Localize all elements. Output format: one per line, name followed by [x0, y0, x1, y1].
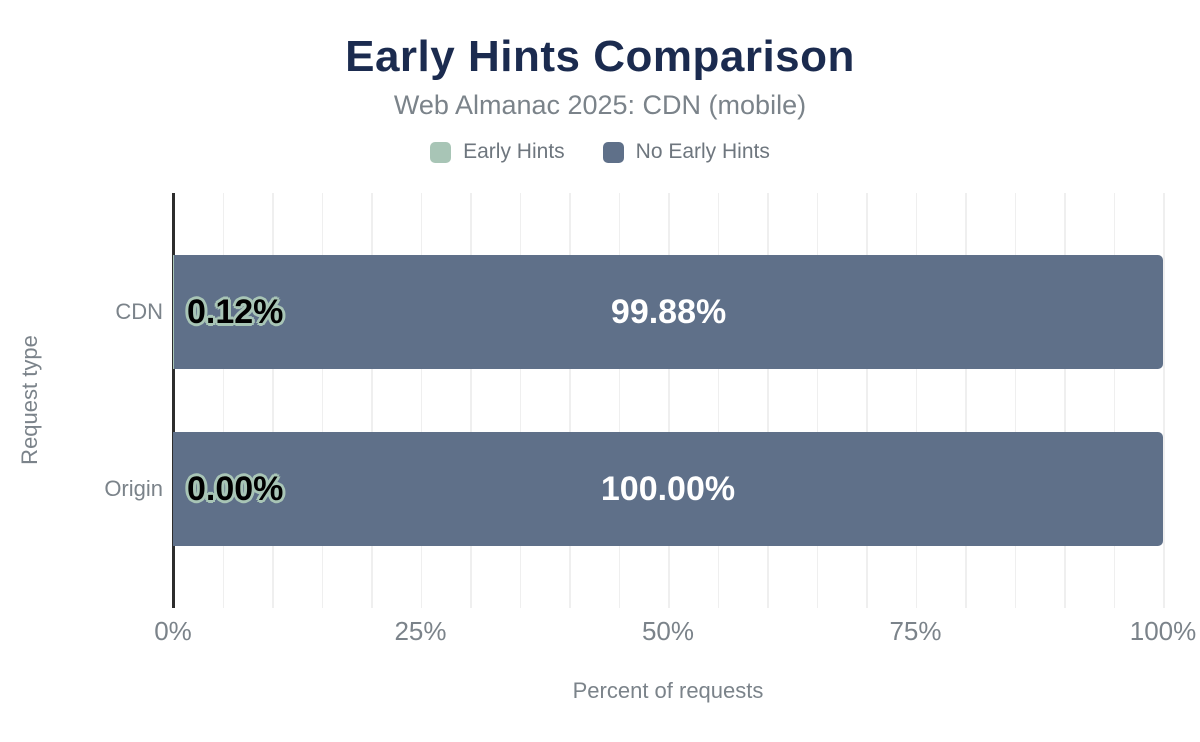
data-label-no-early-hints: 99.88%	[610, 292, 727, 331]
early-hints-legend-swatch-icon	[430, 141, 452, 163]
x-axis-title: Percent of requests	[572, 678, 764, 703]
legend: Early Hints No Early Hints	[0, 140, 1200, 164]
gridline	[668, 193, 670, 608]
bar-row-origin: 0.00% 100.00%	[173, 432, 1163, 546]
gridline	[965, 193, 967, 608]
gridline	[1064, 193, 1066, 608]
x-tick-label: 100%	[1129, 616, 1197, 646]
chart-title: Early Hints Comparison	[345, 32, 855, 81]
bar-segment-early-hints[interactable]	[173, 255, 175, 369]
x-tick-label: 75%	[889, 616, 942, 646]
x-tick-label: 50%	[641, 616, 695, 646]
gridline	[1113, 193, 1115, 608]
bar-row-cdn: 0.12% 99.88%	[173, 255, 1163, 369]
gridline	[1163, 193, 1165, 608]
data-label-early-hints: 0.00%	[187, 469, 284, 508]
gridline	[618, 193, 620, 608]
y-axis-line	[172, 193, 175, 608]
gridline	[1014, 193, 1016, 608]
gridline	[915, 193, 917, 608]
gridline	[767, 193, 769, 608]
legend-item-label: No Early Hints	[635, 140, 770, 163]
legend-item-no-early-hints[interactable]: No Early Hints	[602, 140, 770, 164]
gridline	[272, 193, 274, 608]
gridline	[222, 193, 224, 608]
x-tick-label: 25%	[394, 616, 447, 646]
data-label-no-early-hints: 100.00%	[600, 469, 736, 508]
gridline	[519, 193, 521, 608]
category-label-origin: Origin	[104, 476, 163, 501]
gridline	[371, 193, 373, 608]
gridline	[866, 193, 868, 608]
x-tick-label: 0%	[154, 616, 192, 646]
gridline	[717, 193, 719, 608]
legend-item-label: Early Hints	[463, 140, 565, 163]
data-label-early-hints: 0.12%	[187, 292, 284, 331]
gridline	[420, 193, 422, 608]
gridline	[569, 193, 571, 608]
gridline	[321, 193, 323, 608]
y-axis-title: Request type	[17, 335, 42, 465]
legend-item-early-hints[interactable]: Early Hints	[430, 140, 565, 164]
bar-segment-no-early-hints[interactable]	[174, 255, 1163, 369]
gridline	[470, 193, 472, 608]
bar-segment-no-early-hints[interactable]	[173, 432, 1163, 546]
category-label-cdn: CDN	[115, 299, 163, 324]
gridline	[816, 193, 818, 608]
no-early-hints-legend-swatch-icon	[602, 141, 624, 163]
chart-subtitle: Web Almanac 2025: CDN (mobile)	[393, 90, 807, 120]
plot-area: 0.12% 99.88% CDN 0.00% 100.00% Origin 0% 25% 50%…	[104, 193, 1196, 646]
